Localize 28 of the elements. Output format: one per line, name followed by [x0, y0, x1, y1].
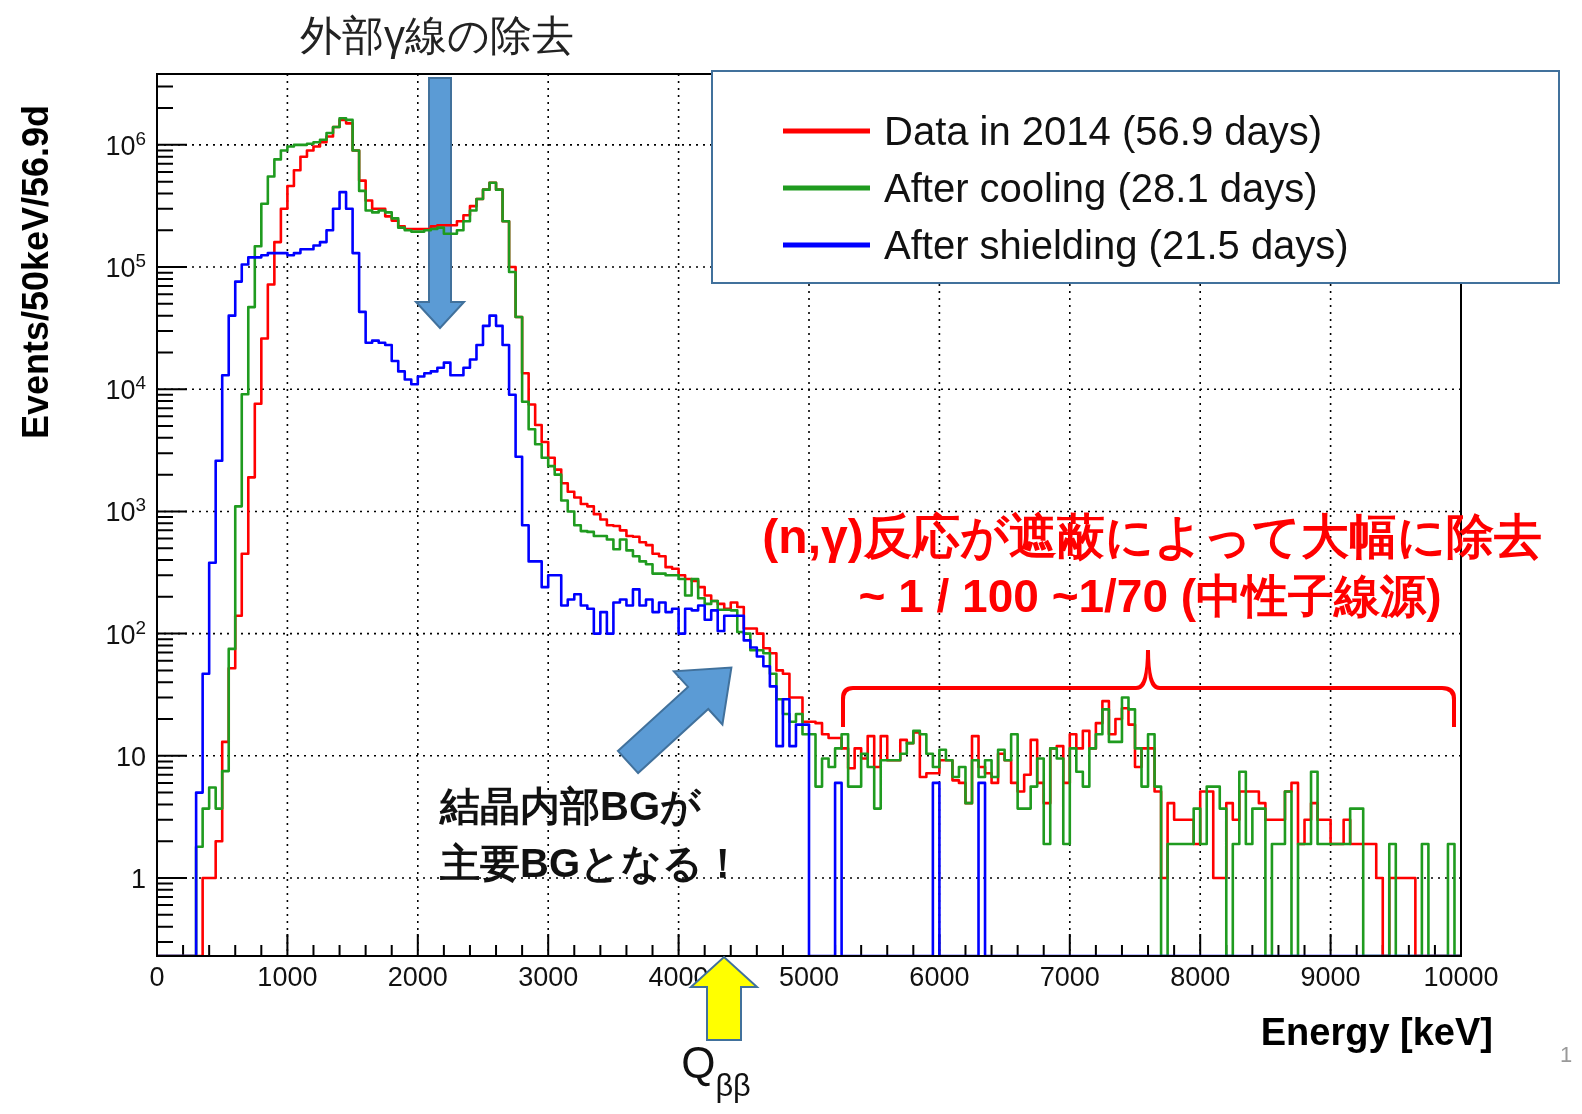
y-tick-label: 10$^{4}$ [105, 371, 146, 406]
legend-label: After shielding (21.5 days) [884, 223, 1349, 267]
x-tick-label: 3000 [518, 962, 579, 992]
text: Q$_{ββ}$ [681, 1038, 751, 1103]
y-tick-label: 10 [115, 741, 146, 772]
x-axis-title: Energy [keV] [1260, 1011, 1493, 1053]
x-tick-label: 8000 [1170, 962, 1231, 992]
x-tick-label: 9000 [1300, 962, 1361, 992]
y-axis-title: Events/50keV/56.9d [15, 104, 56, 440]
annotation: 結晶内部BGが [439, 784, 702, 828]
text: 外部γ線の除去 [300, 12, 574, 59]
x-tick-label: 6000 [909, 962, 970, 992]
x-tick-label: 7000 [1039, 962, 1100, 992]
x-tick-label: 2000 [387, 962, 448, 992]
text: 1 [1560, 1042, 1573, 1067]
y-tick-label: 10$^{2}$ [105, 616, 146, 650]
legend-label: After cooling (28.1 days) [884, 166, 1318, 210]
legend-label: Data in 2014 (56.9 days) [884, 109, 1323, 153]
annotation: 主要BGとなる！ [439, 841, 743, 885]
x-tick-label: 0 [149, 962, 165, 992]
annotation: ~ 1 / 100 ~1/70 (中性子線源) [858, 570, 1442, 622]
y-tick-label: 10$^{3}$ [105, 493, 146, 528]
y-tick-label: 10$^{6}$ [105, 127, 146, 161]
x-tick-label: 10000 [1423, 962, 1499, 992]
x-tick-label: 1000 [257, 962, 318, 992]
y-tick-label: 1 [130, 864, 146, 895]
y-tick-label: 10$^{5}$ [105, 249, 146, 284]
x-tick-label: 5000 [778, 962, 840, 992]
